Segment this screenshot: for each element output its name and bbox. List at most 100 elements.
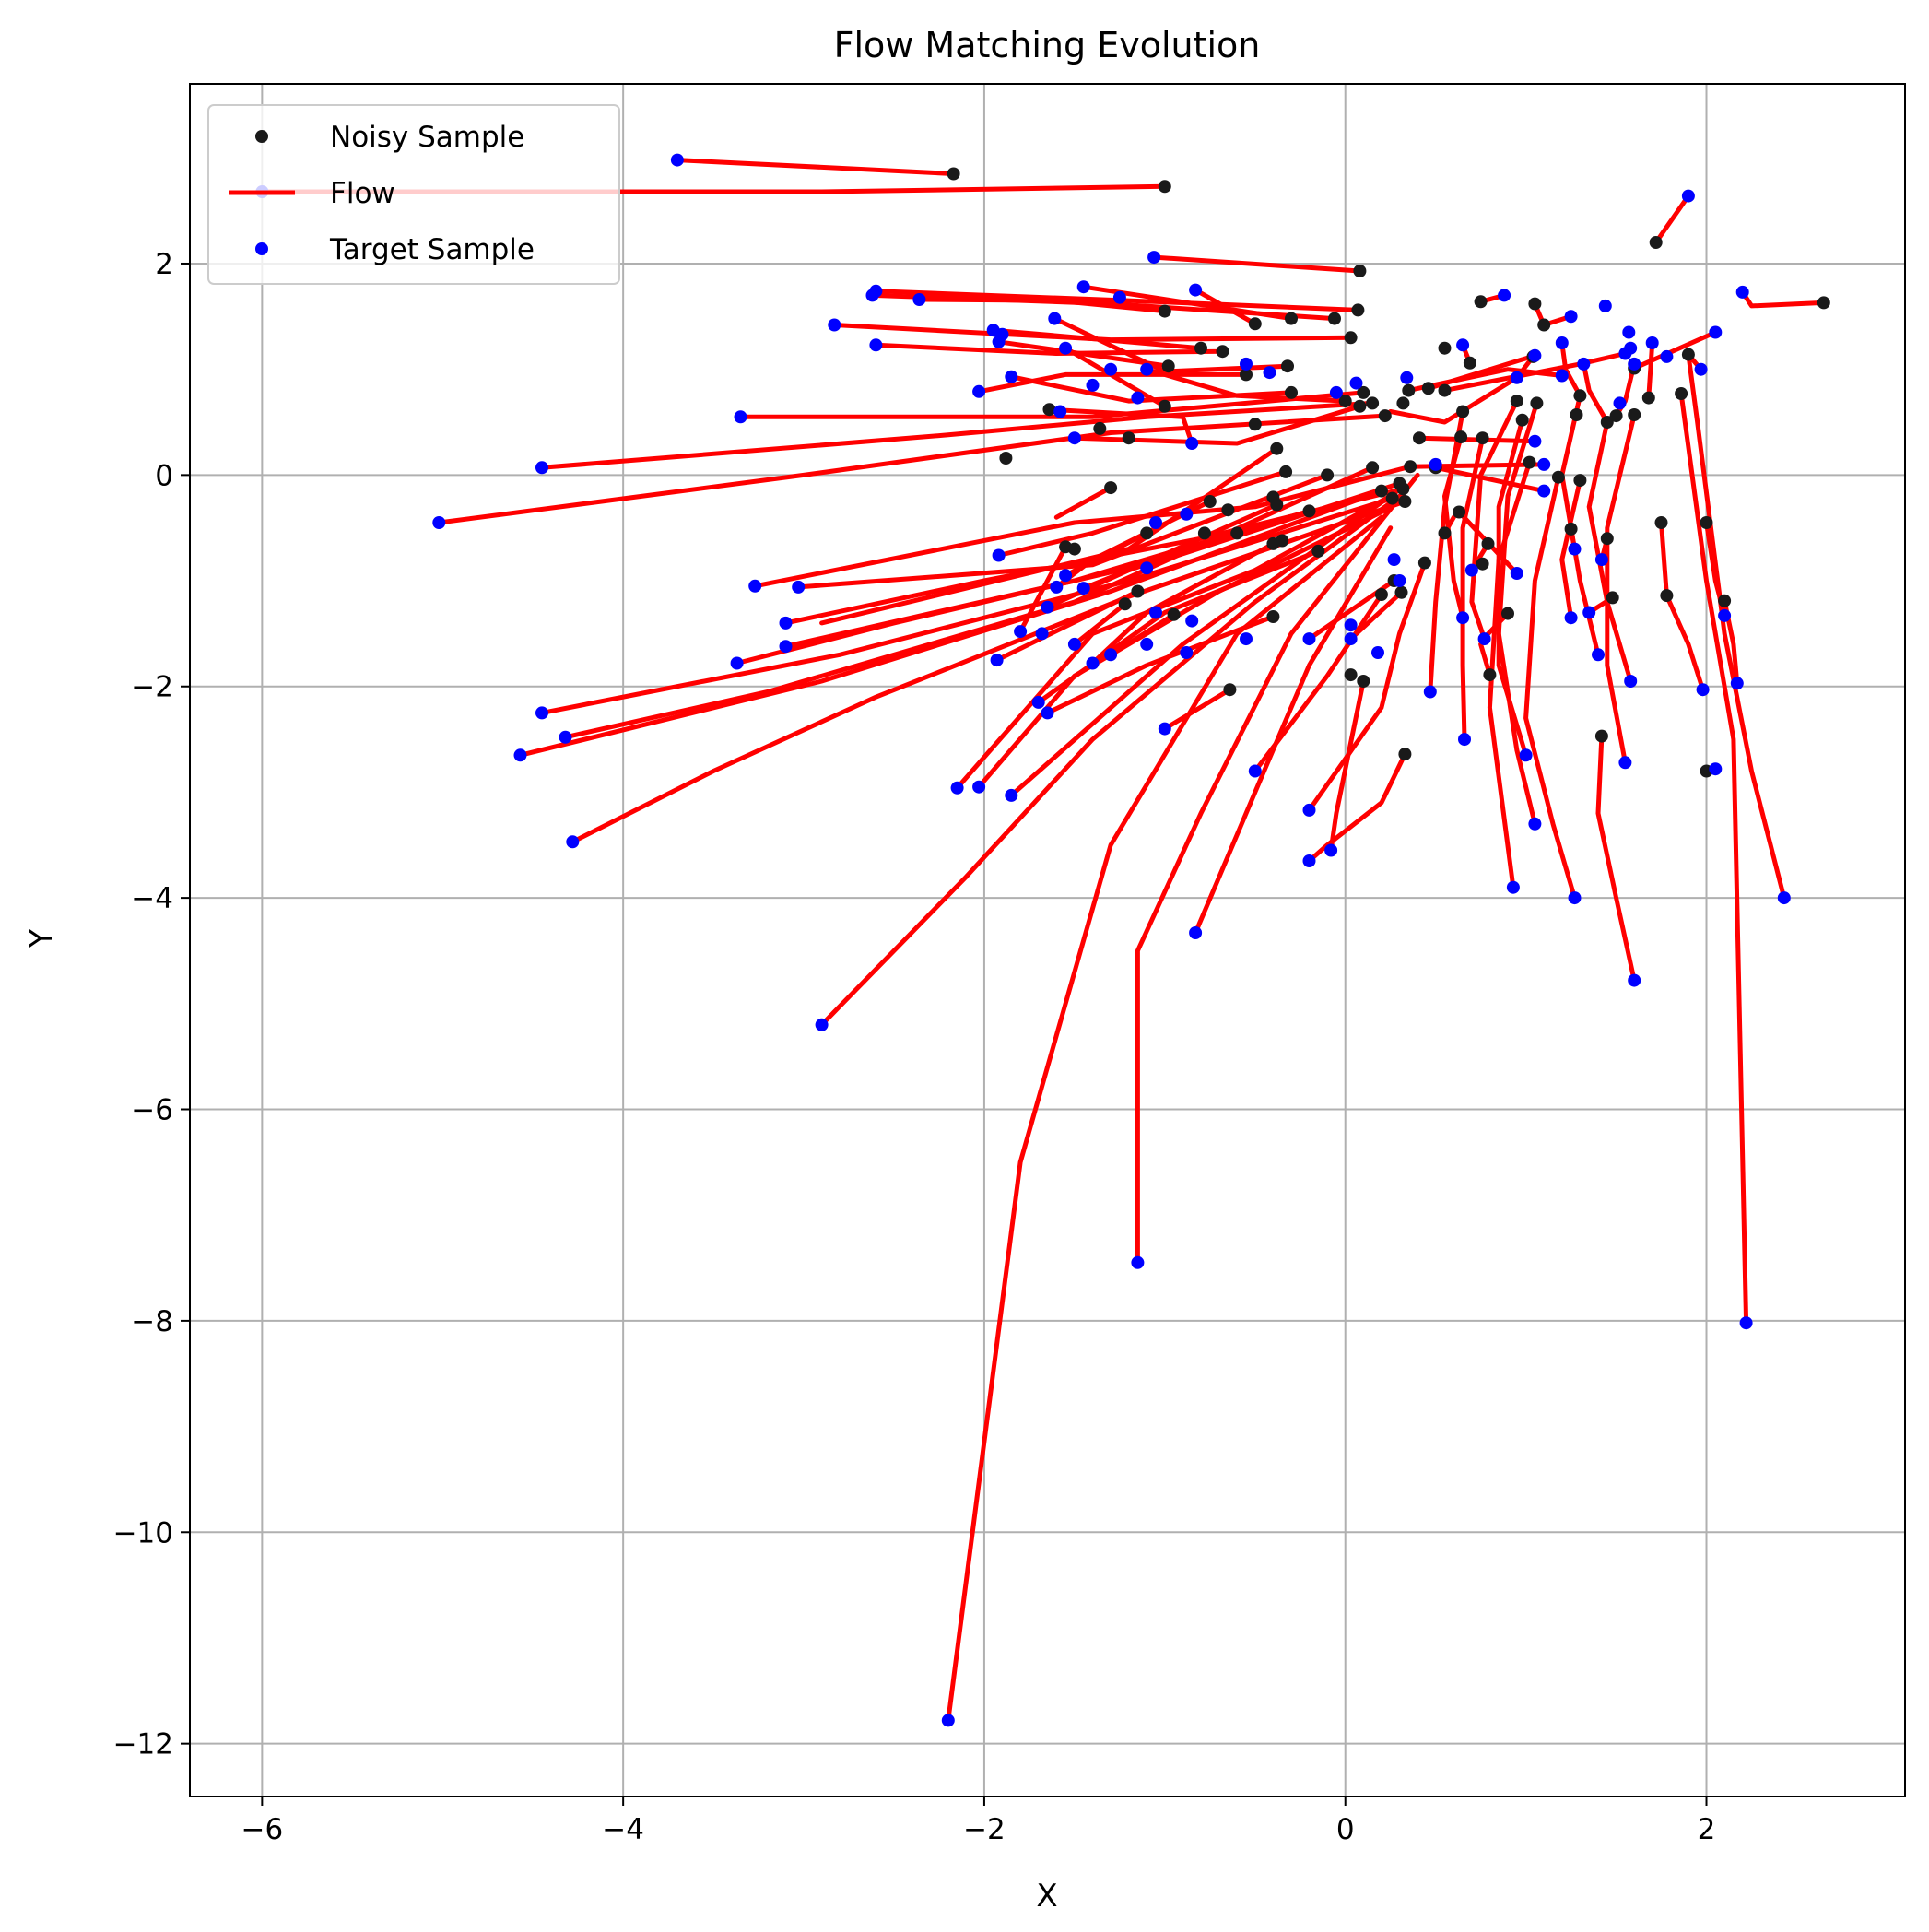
flow-line (1426, 353, 1537, 391)
target-sample-point (535, 706, 548, 720)
target-sample-point (1519, 748, 1533, 762)
target-sample-point (1076, 582, 1090, 595)
noisy-sample-point (1197, 526, 1211, 540)
target-sample-point (1681, 189, 1695, 203)
ticks: −6 −4 −2 0 2 2 0 −2 −4 −6 −8 −10 −12 (113, 248, 1716, 1846)
target-sample-point (1371, 646, 1384, 659)
flow-line (1047, 406, 1194, 446)
x-tick-label: −6 (241, 1813, 284, 1846)
target-sample-point (1456, 611, 1470, 625)
target-sample-point (1568, 891, 1582, 905)
noisy-sample-point (1402, 383, 1416, 397)
target-sample-point (1598, 299, 1612, 312)
target-sample-point (1477, 632, 1491, 646)
target-sample-point (1349, 376, 1363, 390)
flow-line (1081, 502, 1279, 591)
x-tick-label: −4 (602, 1813, 644, 1846)
target-points (255, 153, 1791, 1727)
noisy-sample-point (1385, 491, 1399, 505)
noisy-sample-point (1564, 522, 1578, 536)
target-sample-point (779, 616, 793, 630)
target-sample-point (566, 835, 580, 849)
y-tick-label: 0 (155, 459, 173, 492)
legend-label-flow: Flow (330, 177, 395, 210)
noisy-sample-point (1600, 416, 1614, 429)
flow-line (1063, 530, 1149, 578)
noisy-sample-point (1344, 668, 1358, 682)
noisy-sample-point (1628, 408, 1641, 421)
x-tick-label: 2 (1698, 1813, 1716, 1846)
y-tick-label: −10 (113, 1516, 173, 1549)
target-sample-point (1622, 325, 1636, 339)
flow-line (1090, 541, 1276, 666)
noisy-sample-point (1351, 303, 1365, 317)
noisy-sample-point (1161, 359, 1175, 373)
flow-line (436, 413, 1388, 525)
noisy-sample-point (1413, 431, 1426, 445)
target-sample-point (1592, 648, 1605, 662)
noisy-sample-point (1421, 382, 1435, 395)
noisy-sample-point (1378, 409, 1392, 423)
target-sample-point (779, 640, 793, 654)
target-sample-point (1528, 434, 1542, 448)
target-sample-point (1735, 285, 1749, 299)
target-sample-point (1329, 385, 1343, 399)
target-sample-point (1393, 574, 1406, 587)
noisy-sample-point (1067, 542, 1081, 556)
target-sample-point (1005, 370, 1018, 383)
target-sample-point (1456, 338, 1470, 352)
flow-line (1036, 548, 1321, 705)
noisy-sample-point (1285, 312, 1298, 325)
target-sample-point (1086, 656, 1100, 670)
noisy-sample-point (1573, 389, 1587, 403)
chart-title: Flow Matching Evolution (834, 25, 1261, 65)
noisy-sample-point (1281, 359, 1294, 373)
flow-line (1328, 678, 1366, 853)
target-sample-point (941, 1714, 955, 1727)
target-sample-point (1240, 632, 1253, 646)
y-axis-label: Y (23, 928, 60, 948)
noisy-sample-point (1523, 455, 1536, 469)
noisy-sample-point (1396, 482, 1410, 496)
noisy-sample-point (1438, 526, 1452, 540)
target-sample-point (1067, 431, 1081, 445)
target-sample-point (1624, 675, 1638, 688)
target-sample-point (1564, 310, 1578, 324)
noisy-sample-point (1353, 265, 1367, 277)
noisy-sample-point (947, 167, 960, 181)
flow-line (1678, 391, 1749, 1325)
flow-line (1144, 367, 1348, 404)
target-sample-point (1189, 283, 1203, 297)
flow-line (1559, 340, 1582, 398)
noisy-sample-point (1167, 607, 1181, 621)
flow-line (1008, 483, 1407, 798)
flow-line (1428, 409, 1465, 694)
target-sample-point (1104, 648, 1118, 662)
target-sample-point (1582, 606, 1596, 619)
target-sample-point (1086, 378, 1100, 392)
target-sample-point (1112, 290, 1126, 304)
target-sample-point (1149, 606, 1162, 619)
noisy-sample-point (1398, 748, 1412, 761)
noisy-sample-point (1279, 465, 1293, 478)
flow-line (1646, 340, 1655, 401)
noisy-sample-point (1606, 591, 1619, 605)
target-sample-point (828, 318, 841, 332)
target-sample-point (1180, 507, 1194, 521)
flow-line (1017, 544, 1068, 634)
target-sample-point (869, 338, 883, 352)
noisy-sample-point (1248, 317, 1262, 331)
y-tick-label: −8 (131, 1305, 173, 1338)
noisy-sample-point (1817, 296, 1830, 310)
flow-line (1072, 601, 1128, 647)
noisy-sample-point (1530, 396, 1544, 410)
legend: Noisy Sample Flow Target Sample (207, 104, 620, 285)
flow-line (1193, 525, 1394, 936)
flow-line (1162, 687, 1232, 732)
flow-line (1433, 465, 1547, 494)
target-sample-point (1568, 542, 1582, 556)
target-sample-point (1528, 817, 1542, 831)
legend-label-noisy: Noisy Sample (330, 121, 524, 154)
target-sample-point (1059, 569, 1073, 583)
noisy-sample-point (1481, 536, 1495, 550)
